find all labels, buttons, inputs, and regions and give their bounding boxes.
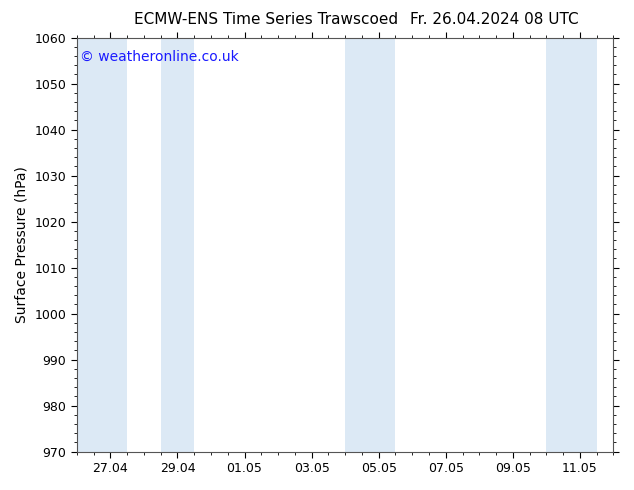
Bar bbox=[547, 38, 597, 452]
Text: Fr. 26.04.2024 08 UTC: Fr. 26.04.2024 08 UTC bbox=[410, 12, 579, 27]
Bar bbox=[345, 38, 396, 452]
Text: © weatheronline.co.uk: © weatheronline.co.uk bbox=[79, 50, 238, 64]
Text: ECMW-ENS Time Series Trawscoed: ECMW-ENS Time Series Trawscoed bbox=[134, 12, 398, 27]
Bar bbox=[77, 38, 127, 452]
Y-axis label: Surface Pressure (hPa): Surface Pressure (hPa) bbox=[15, 166, 29, 323]
Bar bbox=[160, 38, 194, 452]
